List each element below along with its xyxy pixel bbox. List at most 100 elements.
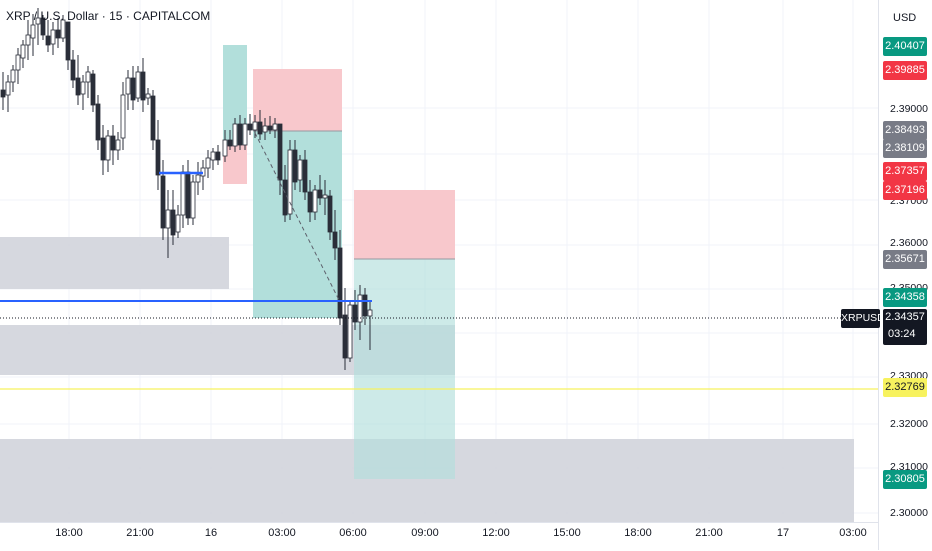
price-label-2-35671: 2.35671 [883,250,927,269]
candle-up [232,123,238,147]
price-label-2-39885: 2.39885 [883,61,927,80]
candle-down [75,77,81,96]
candle-down [237,123,243,146]
candle-up [175,214,181,233]
price-label-2-37196: 2.37196 [883,181,927,200]
time-label: 06:00 [339,527,367,539]
candle-down [150,95,156,141]
candle-up [347,304,353,359]
last-price-box: 2.34357 03:24 [883,309,927,345]
candle-up [120,94,126,139]
candle-up [165,209,171,229]
candle-up [85,71,91,83]
candle-down [100,137,106,161]
overlays [0,132,878,390]
time-label: 09:00 [411,527,439,539]
candle-up [287,149,293,215]
candle-down [70,59,76,81]
candle-down [110,135,116,151]
candle-down [327,195,333,233]
time-axis[interactable] [0,522,878,551]
candle-up [15,54,21,71]
candle-down [317,189,323,199]
candle-down [267,125,273,131]
time-label: 03:00 [839,527,867,539]
symbol-title[interactable]: XRP / U.S. Dollar · 15 · CAPITALCOM [6,9,211,23]
price-tick: 2.36000 [890,237,928,249]
candle-down [170,209,176,236]
candle-up [5,81,11,96]
price-tick: 2.39000 [890,103,928,115]
price-tick: 2.30000 [890,507,928,519]
bar-countdown: 03:24 [888,328,916,340]
candle-up [357,294,363,323]
candle-down [337,247,343,319]
candle-down [302,159,308,193]
price-label-2-40407: 2.40407 [883,37,927,56]
currency-label[interactable]: USD [893,12,917,24]
time-label: 18:00 [55,527,83,539]
position-loss-zone [354,190,455,259]
chart-area[interactable]: XRP / U.S. Dollar · 15 · CAPITALCOM [0,0,878,522]
candle-down [247,123,253,131]
candle-up [312,189,318,213]
candle-down [307,191,313,213]
symbol-tag: XRPUSD [841,309,885,328]
time-label: 17 [776,527,790,539]
candle-down [257,121,263,135]
candle-up [30,24,36,39]
candle-up [135,71,141,99]
candle-down [215,151,221,161]
candle-up [125,77,131,95]
candle-up [10,69,16,83]
time-label: 18:00 [624,527,652,539]
price-label-2-38109: 2.38109 [883,139,927,158]
position-profit-zone [354,259,455,479]
candle-down [282,179,288,216]
price-axis[interactable] [878,0,932,550]
position-loss-zone [253,69,342,131]
price-label-2-30805: 2.30805 [883,470,927,489]
candle-up [262,125,268,133]
candle-down [362,294,368,317]
candle-down [342,314,348,359]
time-label: 03:00 [268,527,296,539]
candle-down [292,149,298,183]
candle-up [205,157,211,169]
chart-canvas[interactable] [0,0,878,522]
candle-down [332,231,338,249]
candle-up [210,151,216,161]
candle-up [145,93,151,99]
candle-up [367,309,373,317]
candle-down [155,139,161,176]
last-price: 2.34357 [885,311,925,323]
price-label-2-38493: 2.38493 [883,121,927,140]
candle-up [242,123,248,146]
candle-down [65,21,71,61]
zones [0,45,854,522]
candle-down [160,175,166,229]
candle-up [272,123,278,131]
time-label: 16 [204,527,218,539]
time-label: 15:00 [553,527,581,539]
time-label: 21:00 [695,527,723,539]
candle-up [222,139,228,157]
price-label-2-32769: 2.32769 [883,378,927,397]
candle-up [105,135,111,161]
candle-up [25,34,31,46]
candle-down [185,171,191,219]
price-label-2-37357: 2.37357 [883,162,927,181]
candle-down [95,103,101,141]
time-label: 21:00 [126,527,154,539]
candle-down [40,17,46,36]
candle-down [45,35,51,46]
candle-up [180,171,186,216]
candle-up [80,81,86,95]
position-profit-zone [253,131,342,318]
candle-down [140,71,146,101]
candle-up [20,44,26,59]
time-label: 12:00 [482,527,510,539]
candle-down [130,77,136,101]
candle-down [277,123,283,181]
candle-up [297,159,303,181]
